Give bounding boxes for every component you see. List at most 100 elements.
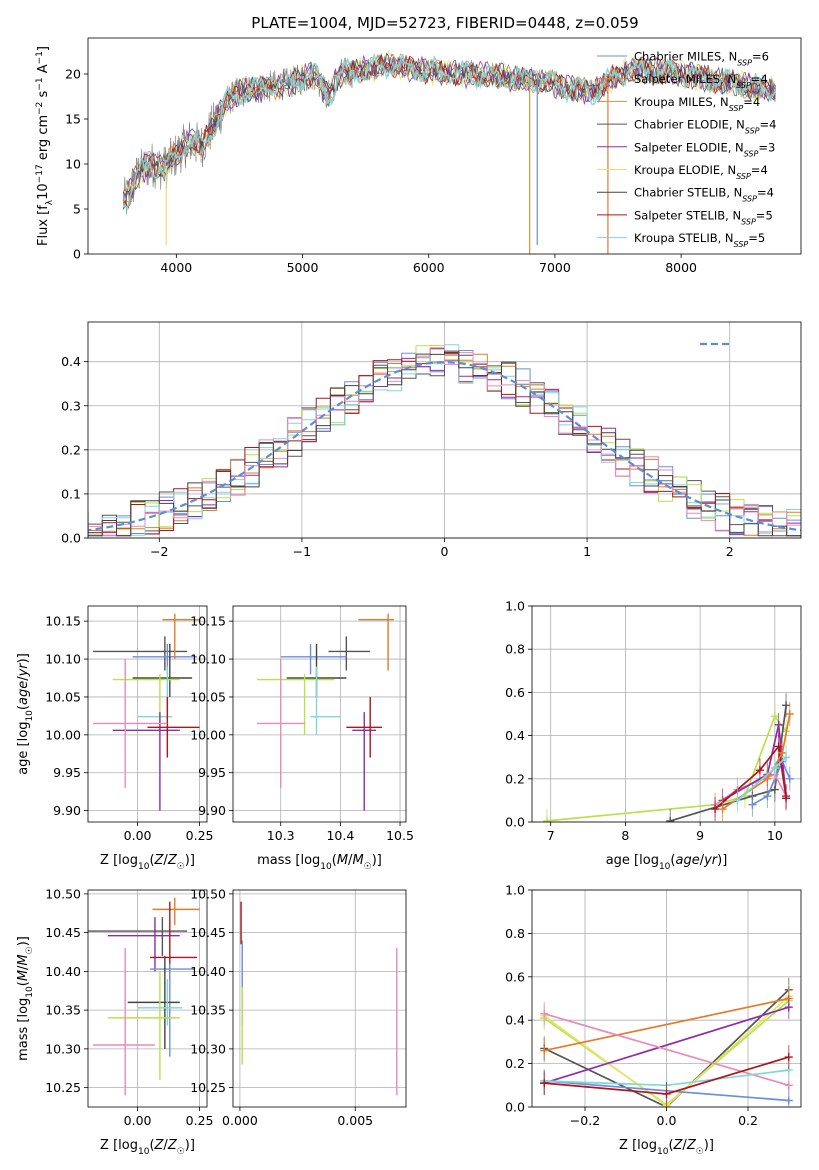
errorbar-point	[92, 636, 188, 671]
y-tick-label: 10.25	[190, 1080, 226, 1095]
legend-nssp-value: 4	[760, 163, 767, 177]
plot-area	[542, 693, 794, 822]
y-tick-label: 10.05	[45, 689, 81, 704]
axes-frame	[531, 605, 802, 823]
y-tick-label: 10.45	[190, 925, 226, 940]
y-tick-label: 10.35	[45, 1003, 81, 1018]
histogram-series	[88, 350, 801, 537]
x-tick-label: 2	[726, 544, 734, 559]
y-tick-label: 0.0	[61, 531, 81, 546]
x-tick-label: 0.00	[124, 828, 152, 843]
legend-entry: Chabrier STELIB, NSSP=4	[634, 186, 774, 204]
axes-frame	[232, 889, 407, 1108]
legend-nssp-value: 4	[753, 95, 760, 109]
legend-series-name: Salpeter ELODIE	[634, 140, 728, 154]
plot-area	[92, 613, 200, 811]
y-tick-label: 0.6	[505, 969, 525, 984]
legend-series-name: Kroupa ELODIE	[634, 163, 720, 177]
plot-area	[240, 901, 398, 1096]
chart-residuals: −2 −1 0 1 2 0.0 0.1 0.2 0.3 0.4	[61, 321, 802, 559]
x-axis-label: Z [log10(Z/Z☉)]	[619, 1138, 714, 1157]
x-tick-label: −1	[293, 544, 311, 559]
legend-nssp-value: 6	[762, 50, 769, 64]
errorbar-point	[352, 712, 377, 811]
x-tick-label: 7	[547, 828, 555, 843]
y-tick-label: 10.00	[45, 727, 81, 742]
errorbar-point	[107, 917, 180, 972]
errorbar-point	[358, 613, 395, 671]
axes-frame	[87, 321, 802, 539]
errorbar-point	[112, 712, 180, 811]
weight-line	[669, 705, 787, 822]
weight-line	[543, 989, 790, 1107]
legend-entry: Kroupa STELIB, NSSP=5	[634, 231, 765, 249]
errorbar-point	[162, 613, 200, 660]
y-tick-label: 0.2	[505, 1056, 525, 1071]
y-tick-label: 9.90	[198, 803, 226, 818]
x-axis-label: age [log10(age/yr)]	[606, 853, 728, 872]
chart-weight_vs_age: 7 8 9 10 0.0 0.2 0.4 0.6 0.8 1.0 age [log10(age/yr…	[505, 599, 802, 872]
y-tick-label: 1.0	[505, 883, 525, 898]
x-tick-label: −2	[150, 544, 168, 559]
y-tick-label: 10.10	[190, 652, 226, 667]
y-tick-label: 10.50	[45, 886, 81, 901]
y-tick-label: 10	[65, 157, 81, 172]
y-tick-label: 10.10	[45, 652, 81, 667]
weight-series	[666, 693, 791, 822]
x-tick-label: −0.2	[570, 1113, 600, 1128]
x-axis-label: mass [log10(M/M☉)]	[257, 853, 382, 872]
x-tick-label: 10.5	[386, 828, 414, 843]
x-tick-label: 0.00	[124, 1113, 152, 1128]
y-tick-label: 1.0	[505, 599, 525, 614]
y-tick-label: 10.30	[190, 1041, 226, 1056]
x-tick-label: 9	[696, 828, 704, 843]
plot-area	[122, 49, 777, 254]
legend-series-name: Chabrier ELODIE	[634, 118, 729, 132]
legend-series-name: Salpeter MILES	[634, 72, 720, 86]
weight-line	[714, 773, 787, 806]
chart-mass_vs_Z: 0.00 0.25 10.25 10.30 10.35 10.40 10.45 10.50 Z …	[16, 886, 213, 1157]
x-tick-label: 0.005	[337, 1113, 373, 1128]
legend-entry: Kroupa ELODIE, NSSP=4	[634, 163, 768, 181]
axes-frame	[531, 889, 802, 1108]
errorbar-point	[88, 917, 188, 956]
y-tick-label: 10.50	[190, 886, 226, 901]
legend-entry: Salpeter ELODIE, NSSP=3	[634, 140, 775, 158]
y-axis-label: age [log10(age/yr)]	[16, 653, 35, 775]
y-tick-label: 10.25	[45, 1080, 81, 1095]
y-tick-label: 0.3	[61, 398, 81, 413]
x-tick-label: 10	[767, 828, 783, 843]
plot-area	[256, 613, 395, 811]
plot-area	[88, 897, 200, 1096]
y-tick-label: 0.4	[505, 728, 525, 743]
x-tick-label: 8000	[665, 260, 697, 275]
y-axis-label: mass [log10(M/M☉)]	[16, 936, 35, 1061]
legend-entry: Salpeter MILES, NSSP=4	[634, 72, 768, 90]
y-tick-label: 0.1	[61, 486, 81, 501]
y-tick-label: 20	[65, 67, 81, 82]
axes-frame	[87, 605, 208, 823]
weight-series	[733, 745, 791, 813]
errorbar-point	[256, 659, 305, 788]
y-tick-label: 15	[65, 112, 81, 127]
y-tick-label: 0.0	[505, 815, 525, 830]
errorbar-point	[132, 643, 193, 697]
x-tick-label: 0.2	[738, 1113, 758, 1128]
errorbar-point	[149, 963, 195, 1057]
x-tick-label: 1	[583, 544, 591, 559]
y-tick-label: 9.95	[198, 765, 226, 780]
y-tick-label: 9.90	[53, 803, 81, 818]
y-tick-label: 0.6	[505, 685, 525, 700]
x-axis-label: Z [log10(Z/Z☉)]	[100, 853, 195, 872]
y-tick-label: 10.05	[190, 689, 226, 704]
x-tick-label: 10.3	[267, 828, 295, 843]
legend-series-name: Chabrier MILES	[634, 50, 721, 64]
errorbar-point	[328, 636, 371, 671]
legend-nssp-value: 5	[765, 208, 772, 222]
y-tick-label: 10.35	[190, 1003, 226, 1018]
y-tick-label: 0.8	[505, 926, 525, 941]
y-tick-label: 0	[73, 247, 81, 262]
errorbar-point	[256, 674, 335, 735]
